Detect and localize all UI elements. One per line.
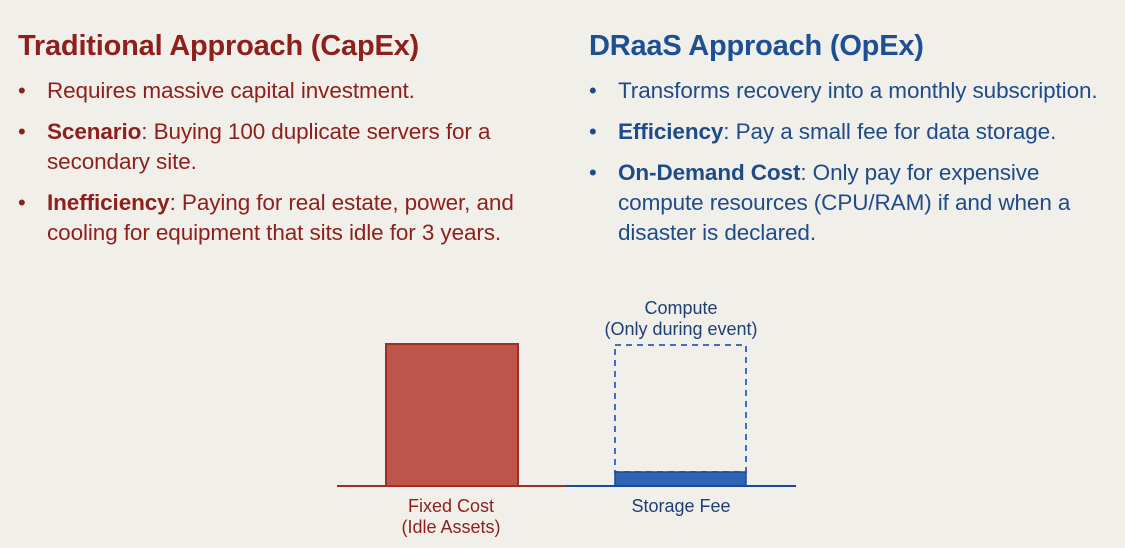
bullet-term: On-Demand Cost bbox=[618, 160, 801, 185]
traditional-bullet-2: • Scenario: Buying 100 duplicate servers … bbox=[18, 117, 563, 177]
bullet-text: Transforms recovery into a monthly subsc… bbox=[618, 78, 1098, 103]
compute-sublabel: (Only during event) bbox=[604, 319, 757, 339]
draas-bullet-1: • Transforms recovery into a monthly subs… bbox=[589, 76, 1119, 106]
bullet-term: Efficiency bbox=[618, 119, 724, 144]
bullet-dot-icon: • bbox=[589, 78, 597, 103]
storage-fee-bar bbox=[614, 471, 747, 487]
bullet-dot-icon: • bbox=[18, 119, 26, 144]
bullet-dot-icon: • bbox=[589, 160, 597, 185]
bullet-text: Pay a small fee for data storage. bbox=[735, 119, 1057, 144]
fixed-cost-sublabel: (Idle Assets) bbox=[401, 517, 500, 537]
bullet-separator: : bbox=[800, 160, 813, 185]
draas-bullet-3: • On-Demand Cost: Only pay for expensive … bbox=[589, 158, 1119, 248]
bullet-term: Scenario bbox=[47, 119, 142, 144]
compute-label: Compute bbox=[644, 298, 717, 318]
bullet-separator: : bbox=[169, 190, 182, 215]
bullet-text: Only pay for expensive compute resources… bbox=[618, 160, 1071, 245]
traditional-bullet-list: • Requires massive capital investment. • S… bbox=[18, 76, 563, 248]
draas-heading: DRaaS Approach (OpEx) bbox=[589, 30, 924, 62]
bullet-separator: : bbox=[723, 119, 736, 144]
fixed-cost-label: Fixed Cost bbox=[408, 496, 494, 516]
traditional-heading: Traditional Approach (CapEx) bbox=[18, 30, 419, 62]
traditional-bullet-3: • Inefficiency: Paying for real estate, p… bbox=[18, 188, 563, 248]
bullet-text: Requires massive capital investment. bbox=[47, 78, 415, 103]
compute-dashed-box bbox=[614, 344, 747, 473]
bullet-dot-icon: • bbox=[18, 78, 26, 103]
bullet-text: Buying 100 duplicate servers for a secon… bbox=[47, 119, 491, 174]
draas-bullet-list: • Transforms recovery into a monthly subs… bbox=[589, 76, 1119, 248]
bullet-separator: : bbox=[141, 119, 154, 144]
bullet-text: Paying for real estate, power, and cooli… bbox=[47, 190, 514, 245]
traditional-bullet-1: • Requires massive capital investment. bbox=[18, 76, 563, 106]
fixed-cost-bar bbox=[385, 343, 519, 487]
bullet-dot-icon: • bbox=[18, 190, 26, 215]
bullet-dot-icon: • bbox=[589, 119, 597, 144]
draas-bullet-2: • Efficiency: Pay a small fee for data st… bbox=[589, 117, 1119, 147]
storage-fee-label: Storage Fee bbox=[631, 496, 730, 516]
draas-column: DRaaS Approach (OpEx) • Transforms recove… bbox=[589, 28, 1119, 259]
traditional-column: Traditional Approach (CapEx) • Requires m… bbox=[18, 28, 563, 259]
bullet-term: Inefficiency bbox=[47, 190, 170, 215]
